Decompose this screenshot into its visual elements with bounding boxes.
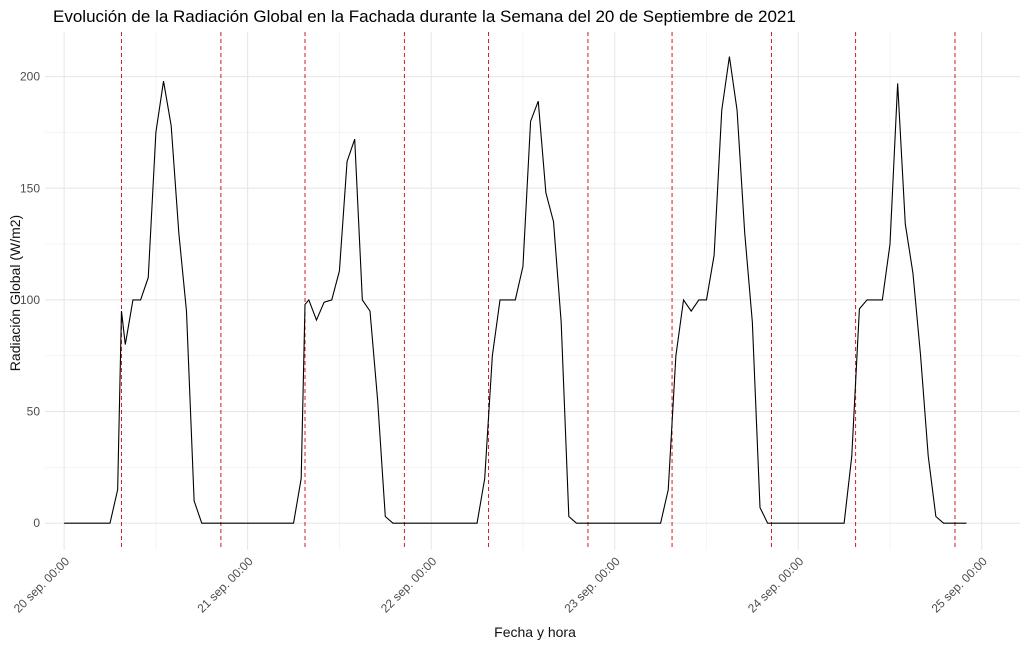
x-tick-label: 23 sep. 00:00	[561, 554, 623, 616]
radiation-series-line	[64, 56, 967, 524]
major-gridlines	[45, 32, 1020, 550]
y-tick-label: 50	[27, 405, 41, 419]
x-tick-label: 20 sep. 00:00	[11, 554, 73, 616]
y-tick-label: 100	[20, 293, 40, 307]
chart-title: Evolución de la Radiación Global en la F…	[53, 7, 796, 26]
sunrise-sunset-markers	[120, 32, 956, 550]
x-axis-tick-labels: 20 sep. 00:00 21 sep. 00:00 22 sep. 00:00 2…	[11, 554, 990, 616]
x-tick-label: 24 sep. 00:00	[745, 554, 807, 616]
y-tick-label: 200	[20, 70, 40, 84]
x-tick-label: 22 sep. 00:00	[378, 554, 440, 616]
y-tick-label: 150	[20, 181, 40, 195]
y-tick-label: 0	[33, 516, 40, 530]
x-axis-title: Fecha y hora	[494, 624, 576, 640]
x-tick-label: 25 sep. 00:00	[929, 554, 991, 616]
y-axis-tick-labels: 0 50 100 150 200	[20, 70, 40, 531]
minor-gridlines	[45, 32, 1020, 550]
y-axis-title: Radiación Global (W/m2)	[7, 215, 23, 371]
x-tick-label: 21 sep. 00:00	[194, 554, 256, 616]
